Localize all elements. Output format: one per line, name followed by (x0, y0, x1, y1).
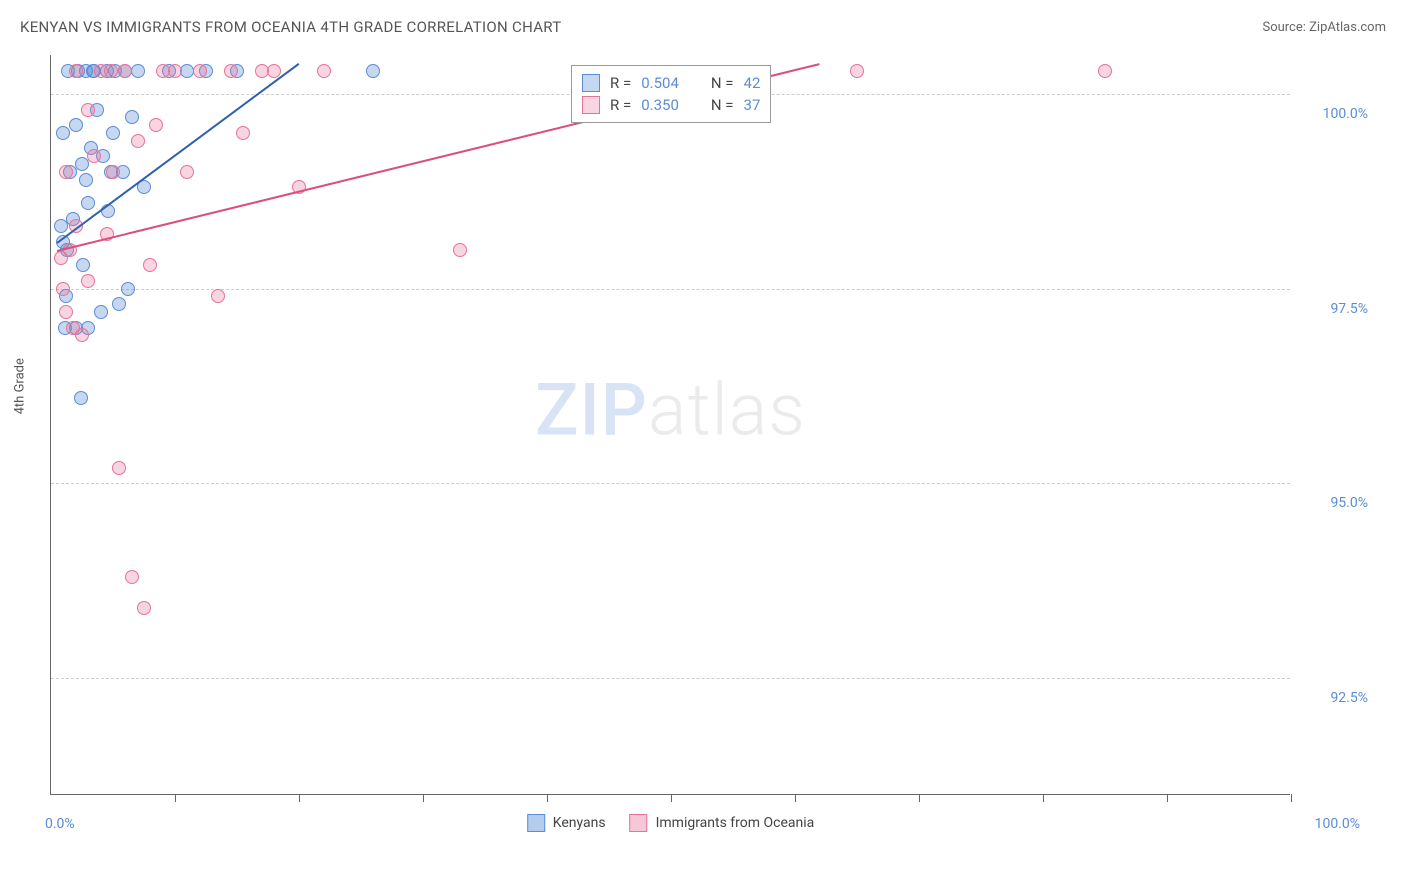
x-tick (1167, 794, 1168, 802)
chart-container: 4th Grade ZIPatlas 100.0%97.5%95.0%92.5%… (50, 55, 1380, 815)
stats-value-n: 42 (744, 74, 761, 92)
watermark: ZIPatlas (535, 367, 806, 452)
scatter-point (131, 134, 145, 148)
scatter-point (76, 258, 90, 272)
scatter-point (224, 64, 238, 78)
scatter-point (118, 64, 132, 78)
stats-label: R = (610, 96, 631, 114)
scatter-point (56, 126, 70, 140)
scatter-point (236, 126, 250, 140)
legend-item: Kenyans (527, 814, 606, 832)
x-tick (795, 794, 796, 802)
scatter-point (75, 328, 89, 342)
y-tick-label: 92.5% (1330, 690, 1368, 706)
stats-label: R = (610, 74, 631, 92)
stats-label: N = (711, 96, 734, 114)
scatter-point (59, 165, 73, 179)
bottom-legend: Kenyans Immigrants from Oceania (527, 814, 815, 832)
y-axis-label: 4th Grade (13, 358, 28, 414)
scatter-point (453, 243, 467, 257)
scatter-point (121, 282, 135, 296)
y-tick-label: 95.0% (1330, 495, 1368, 511)
y-tick-label: 100.0% (1323, 106, 1368, 122)
x-tick (175, 794, 176, 802)
scatter-point (75, 157, 89, 171)
stats-box: R = 0.504 N = 42 R = 0.350 N = 37 (571, 65, 771, 123)
legend-swatch (582, 96, 600, 114)
stats-row: R = 0.504 N = 42 (582, 72, 760, 94)
watermark-atlas: atlas (648, 367, 806, 452)
x-tick (671, 794, 672, 802)
chart-source: Source: ZipAtlas.com (1262, 20, 1386, 35)
scatter-point (850, 64, 864, 78)
scatter-point (193, 64, 207, 78)
x-tick (423, 794, 424, 802)
stats-label: N = (711, 74, 734, 92)
stats-value-n: 37 (744, 96, 761, 114)
scatter-point (81, 274, 95, 288)
legend-swatch (582, 74, 600, 92)
scatter-point (143, 258, 157, 272)
scatter-point (81, 103, 95, 117)
legend-swatch (527, 814, 545, 832)
x-axis-min-label: 0.0% (45, 816, 75, 832)
scatter-point (131, 64, 145, 78)
scatter-point (69, 64, 83, 78)
gridline (51, 678, 1290, 679)
stats-value-r: 0.504 (641, 74, 679, 92)
watermark-zip: ZIP (535, 367, 648, 452)
scatter-point (106, 126, 120, 140)
legend-label: Immigrants from Oceania (656, 815, 815, 831)
scatter-point (168, 64, 182, 78)
plot-area: ZIPatlas 100.0%97.5%95.0%92.5%0.0%100.0%… (50, 55, 1290, 795)
x-tick (547, 794, 548, 802)
scatter-point (74, 391, 88, 405)
stats-value-r: 0.350 (641, 96, 679, 114)
x-tick (1043, 794, 1044, 802)
x-tick (919, 794, 920, 802)
scatter-point (94, 305, 108, 319)
scatter-point (104, 64, 118, 78)
chart-header: KENYAN VS IMMIGRANTS FROM OCEANIA 4TH GR… (0, 0, 1406, 44)
scatter-point (317, 64, 331, 78)
scatter-point (81, 196, 95, 210)
scatter-point (149, 118, 163, 132)
scatter-point (267, 64, 281, 78)
scatter-point (125, 570, 139, 584)
gridline (51, 289, 1290, 290)
x-tick (1291, 794, 1292, 802)
x-tick (299, 794, 300, 802)
legend-item: Immigrants from Oceania (630, 814, 815, 832)
y-tick-label: 97.5% (1330, 301, 1368, 317)
scatter-point (112, 461, 126, 475)
scatter-point (137, 601, 151, 615)
scatter-point (366, 64, 380, 78)
scatter-point (125, 110, 139, 124)
scatter-point (79, 173, 93, 187)
scatter-point (106, 165, 120, 179)
scatter-point (112, 297, 126, 311)
chart-title: KENYAN VS IMMIGRANTS FROM OCEANIA 4TH GR… (20, 18, 562, 36)
gridline (51, 483, 1290, 484)
stats-row: R = 0.350 N = 37 (582, 94, 760, 116)
scatter-point (87, 149, 101, 163)
scatter-point (1098, 64, 1112, 78)
scatter-point (211, 289, 225, 303)
legend-label: Kenyans (553, 815, 606, 831)
scatter-point (56, 282, 70, 296)
scatter-point (180, 165, 194, 179)
x-axis-max-label: 100.0% (1315, 816, 1360, 832)
legend-swatch (630, 814, 648, 832)
scatter-point (69, 118, 83, 132)
scatter-point (54, 219, 68, 233)
scatter-point (59, 305, 73, 319)
